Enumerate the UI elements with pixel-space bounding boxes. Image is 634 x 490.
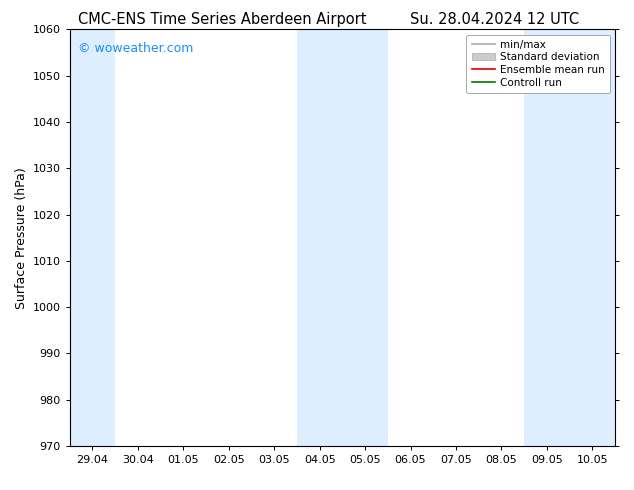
- Legend: min/max, Standard deviation, Ensemble mean run, Controll run: min/max, Standard deviation, Ensemble me…: [467, 35, 610, 93]
- Bar: [524, 29, 615, 446]
- Text: CMC-ENS Time Series Aberdeen Airport: CMC-ENS Time Series Aberdeen Airport: [77, 12, 366, 27]
- Text: Su. 28.04.2024 12 UTC: Su. 28.04.2024 12 UTC: [410, 12, 579, 27]
- Bar: [297, 29, 388, 446]
- Text: © woweather.com: © woweather.com: [78, 42, 193, 55]
- Y-axis label: Surface Pressure (hPa): Surface Pressure (hPa): [15, 167, 29, 309]
- Bar: [70, 29, 115, 446]
